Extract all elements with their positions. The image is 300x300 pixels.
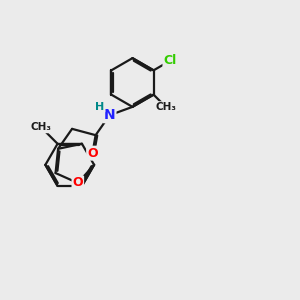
Text: Cl: Cl	[164, 54, 177, 67]
Text: O: O	[73, 176, 83, 190]
Text: O: O	[87, 147, 98, 160]
Text: H: H	[95, 102, 104, 112]
Text: CH₃: CH₃	[31, 122, 52, 132]
Text: N: N	[104, 108, 116, 122]
Text: CH₃: CH₃	[155, 102, 176, 112]
